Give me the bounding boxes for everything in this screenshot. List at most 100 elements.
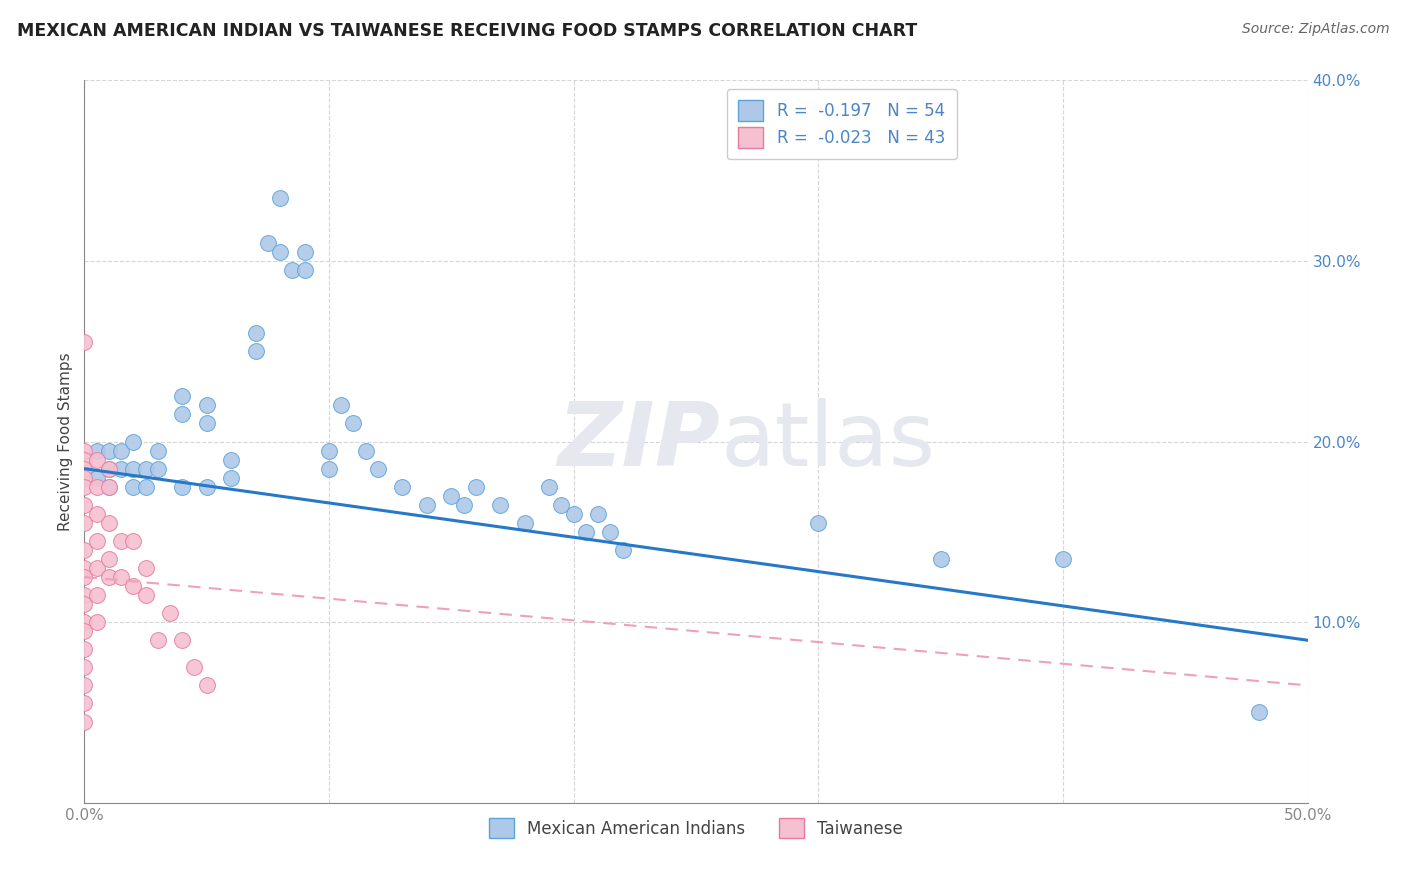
Point xyxy=(367,461,389,475)
Point xyxy=(464,480,486,494)
Point xyxy=(929,552,952,566)
Point xyxy=(195,417,218,431)
Point xyxy=(73,570,96,584)
Point xyxy=(513,516,536,530)
Point xyxy=(391,480,413,494)
Point xyxy=(562,507,585,521)
Point xyxy=(86,507,108,521)
Text: atlas: atlas xyxy=(720,398,935,485)
Text: Source: ZipAtlas.com: Source: ZipAtlas.com xyxy=(1241,22,1389,37)
Point xyxy=(97,461,120,475)
Point xyxy=(440,489,463,503)
Point xyxy=(73,624,96,639)
Text: ZIP: ZIP xyxy=(558,398,720,485)
Point xyxy=(73,461,96,475)
Point xyxy=(135,588,157,602)
Point xyxy=(489,498,512,512)
Point xyxy=(245,344,267,359)
Point xyxy=(219,471,242,485)
Point xyxy=(97,516,120,530)
Point xyxy=(122,461,145,475)
Point xyxy=(73,516,96,530)
Point xyxy=(97,480,120,494)
Point xyxy=(110,533,132,548)
Point xyxy=(73,498,96,512)
Point xyxy=(73,678,96,692)
Point xyxy=(257,235,280,250)
Point xyxy=(354,443,377,458)
Point xyxy=(86,452,108,467)
Point xyxy=(195,480,218,494)
Point xyxy=(73,697,96,711)
Point xyxy=(172,480,194,494)
Point xyxy=(575,524,598,539)
Point xyxy=(416,498,439,512)
Point xyxy=(73,588,96,602)
Point xyxy=(135,561,157,575)
Point xyxy=(135,461,157,475)
Point xyxy=(342,417,364,431)
Y-axis label: Receiving Food Stamps: Receiving Food Stamps xyxy=(58,352,73,531)
Point xyxy=(73,597,96,611)
Point xyxy=(135,480,157,494)
Point xyxy=(538,480,561,494)
Point xyxy=(86,588,108,602)
Point xyxy=(73,471,96,485)
Point xyxy=(97,570,120,584)
Point xyxy=(453,498,475,512)
Point xyxy=(97,443,120,458)
Point xyxy=(73,615,96,630)
Point xyxy=(97,461,120,475)
Point xyxy=(86,533,108,548)
Point xyxy=(73,452,96,467)
Point xyxy=(219,452,242,467)
Point xyxy=(86,480,108,494)
Point xyxy=(73,335,96,350)
Point xyxy=(86,471,108,485)
Text: MEXICAN AMERICAN INDIAN VS TAIWANESE RECEIVING FOOD STAMPS CORRELATION CHART: MEXICAN AMERICAN INDIAN VS TAIWANESE REC… xyxy=(17,22,917,40)
Point xyxy=(599,524,621,539)
Point xyxy=(122,480,145,494)
Point xyxy=(1052,552,1074,566)
Point xyxy=(1247,706,1270,720)
Point xyxy=(110,443,132,458)
Point xyxy=(294,244,316,259)
Point xyxy=(172,389,194,403)
Point xyxy=(159,606,181,620)
Point xyxy=(73,443,96,458)
Point xyxy=(146,633,169,648)
Point xyxy=(97,480,120,494)
Point xyxy=(330,398,353,412)
Point xyxy=(245,326,267,340)
Point xyxy=(73,660,96,674)
Point xyxy=(110,461,132,475)
Point xyxy=(73,714,96,729)
Point xyxy=(73,480,96,494)
Point xyxy=(122,434,145,449)
Point xyxy=(146,461,169,475)
Point xyxy=(86,443,108,458)
Point xyxy=(97,552,120,566)
Point xyxy=(195,398,218,412)
Point xyxy=(122,533,145,548)
Point xyxy=(183,660,205,674)
Point xyxy=(86,561,108,575)
Point xyxy=(294,263,316,277)
Point xyxy=(318,461,340,475)
Point xyxy=(86,615,108,630)
Point xyxy=(269,191,291,205)
Point xyxy=(146,443,169,458)
Point xyxy=(269,244,291,259)
Point xyxy=(550,498,572,512)
Point xyxy=(172,633,194,648)
Point xyxy=(612,542,634,557)
Point xyxy=(807,516,830,530)
Point xyxy=(73,642,96,657)
Point xyxy=(73,561,96,575)
Point xyxy=(110,570,132,584)
Point xyxy=(73,542,96,557)
Point xyxy=(122,579,145,593)
Legend: Mexican American Indians, Taiwanese: Mexican American Indians, Taiwanese xyxy=(482,812,910,845)
Point xyxy=(586,507,609,521)
Point xyxy=(318,443,340,458)
